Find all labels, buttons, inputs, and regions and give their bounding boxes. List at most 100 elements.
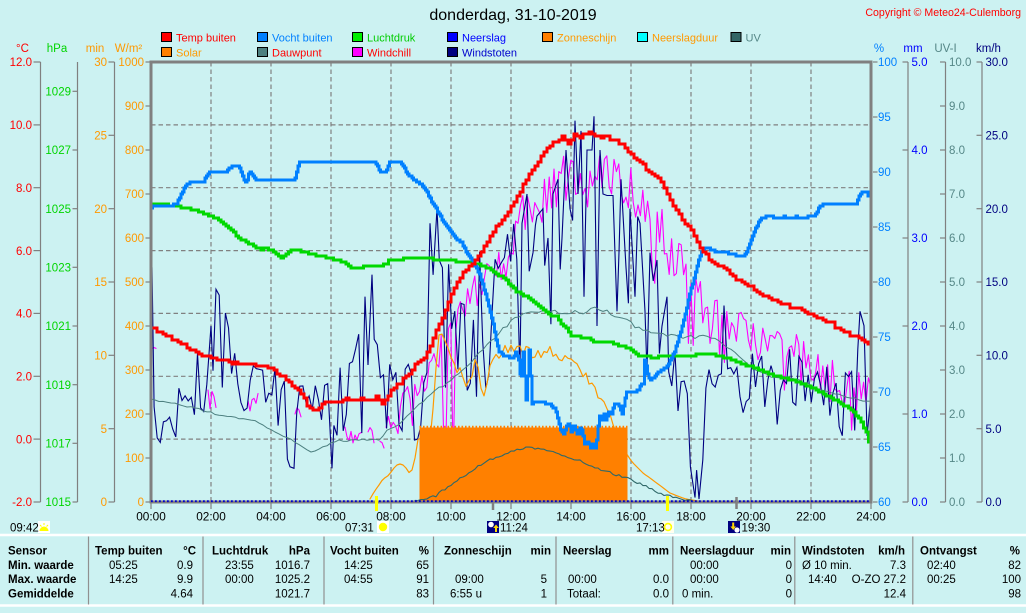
- svg-text:300: 300: [125, 365, 144, 377]
- svg-text:Ø 10 min.: Ø 10 min.: [802, 560, 852, 572]
- svg-text:20:00: 20:00: [736, 510, 766, 524]
- svg-text:100: 100: [125, 453, 144, 465]
- svg-text:500: 500: [125, 277, 144, 289]
- svg-text:1025.2: 1025.2: [275, 574, 310, 586]
- svg-text:4.0: 4.0: [912, 145, 928, 157]
- svg-text:05:25: 05:25: [109, 560, 138, 572]
- svg-text:UV-I: UV-I: [934, 43, 956, 55]
- svg-text:4.64: 4.64: [171, 588, 194, 600]
- svg-text:00:00: 00:00: [690, 560, 719, 572]
- svg-text:82: 82: [1008, 560, 1021, 572]
- svg-text:0.9: 0.9: [177, 560, 193, 572]
- svg-text:24:00: 24:00: [856, 510, 886, 524]
- svg-text:400: 400: [125, 321, 144, 333]
- svg-text:20: 20: [94, 204, 107, 216]
- svg-text:2.0: 2.0: [912, 321, 928, 333]
- svg-text:1015: 1015: [45, 497, 71, 509]
- svg-text:22:00: 22:00: [796, 510, 826, 524]
- svg-text:14:25: 14:25: [344, 560, 373, 572]
- svg-text:14:25: 14:25: [109, 574, 138, 586]
- svg-text:Windstoten: Windstoten: [802, 546, 865, 558]
- svg-text:5: 5: [101, 424, 107, 436]
- svg-text:Luchtdruk: Luchtdruk: [212, 546, 269, 558]
- svg-text:23:55: 23:55: [225, 560, 254, 572]
- svg-text:-2.0: -2.0: [12, 497, 32, 509]
- svg-text:min: min: [771, 546, 791, 558]
- svg-text:10.0: 10.0: [10, 120, 32, 132]
- svg-text:80: 80: [878, 277, 891, 289]
- svg-text:9.0: 9.0: [949, 101, 965, 113]
- svg-text:70: 70: [878, 387, 891, 399]
- svg-text:83: 83: [416, 588, 429, 600]
- svg-text:00:00: 00:00: [136, 510, 166, 524]
- svg-text:8.0: 8.0: [949, 145, 965, 157]
- svg-text:25.0: 25.0: [986, 131, 1008, 143]
- svg-text:°C: °C: [183, 546, 196, 558]
- svg-text:Gemiddelde: Gemiddelde: [8, 588, 74, 600]
- svg-text:2.0: 2.0: [949, 409, 965, 421]
- svg-text:30.0: 30.0: [986, 57, 1008, 69]
- svg-text:Vocht buiten: Vocht buiten: [330, 546, 399, 558]
- svg-text:5.0: 5.0: [986, 424, 1002, 436]
- svg-text:65: 65: [416, 560, 429, 572]
- svg-text:16:00: 16:00: [616, 510, 646, 524]
- svg-text:1.0: 1.0: [949, 453, 965, 465]
- svg-text:mm: mm: [903, 43, 922, 55]
- svg-text:10: 10: [94, 351, 107, 363]
- svg-text:0.0: 0.0: [949, 497, 965, 509]
- svg-text:%: %: [1010, 546, 1020, 558]
- svg-text:hPa: hPa: [47, 43, 68, 55]
- svg-text:02:40: 02:40: [927, 560, 956, 572]
- svg-text:1016.7: 1016.7: [275, 560, 310, 572]
- svg-text:O-ZO 27.2: O-ZO 27.2: [852, 574, 906, 586]
- svg-text:km/h: km/h: [976, 43, 1001, 55]
- svg-text:0.0: 0.0: [653, 574, 669, 586]
- svg-text:0.0: 0.0: [16, 434, 32, 446]
- svg-text:900: 900: [125, 101, 144, 113]
- svg-text:0: 0: [138, 497, 144, 509]
- svg-text:75: 75: [878, 332, 891, 344]
- svg-text:Totaal:: Totaal:: [567, 588, 601, 600]
- svg-text:20.0: 20.0: [986, 204, 1008, 216]
- svg-text:02:00: 02:00: [196, 510, 226, 524]
- svg-text:09:00: 09:00: [455, 574, 484, 586]
- svg-text:UV: UV: [746, 33, 762, 45]
- svg-text:0.0: 0.0: [986, 497, 1002, 509]
- svg-text:Dauwpunt: Dauwpunt: [272, 48, 322, 60]
- svg-text:14:00: 14:00: [556, 510, 586, 524]
- svg-text:%: %: [419, 546, 429, 558]
- svg-text:0 min.: 0 min.: [682, 588, 713, 600]
- svg-text:5.0: 5.0: [949, 277, 965, 289]
- svg-text:06:00: 06:00: [316, 510, 346, 524]
- svg-text:65: 65: [878, 442, 891, 454]
- svg-text:100: 100: [878, 57, 897, 69]
- svg-text:0: 0: [786, 560, 792, 572]
- svg-text:10.0: 10.0: [949, 57, 971, 69]
- svg-text:7.0: 7.0: [949, 189, 965, 201]
- svg-text:12:00: 12:00: [496, 510, 526, 524]
- svg-text:Temp buiten: Temp buiten: [95, 546, 163, 558]
- svg-text:1025: 1025: [45, 204, 71, 216]
- svg-text:%: %: [874, 43, 884, 55]
- svg-text:donderdag, 31-10-2019: donderdag, 31-10-2019: [429, 7, 596, 24]
- svg-text:10.0: 10.0: [986, 351, 1008, 363]
- svg-text:85: 85: [878, 222, 891, 234]
- svg-text:0.0: 0.0: [653, 588, 669, 600]
- svg-text:09:42: 09:42: [10, 523, 39, 535]
- svg-text:1021.7: 1021.7: [275, 588, 310, 600]
- svg-text:0: 0: [101, 497, 107, 509]
- svg-text:00:00: 00:00: [690, 574, 719, 586]
- svg-text:1029: 1029: [45, 87, 71, 99]
- svg-text:hPa: hPa: [289, 546, 311, 558]
- svg-text:00:25: 00:25: [927, 574, 956, 586]
- svg-text:17:13: 17:13: [636, 523, 665, 535]
- svg-text:0: 0: [786, 588, 792, 600]
- svg-text:8.0: 8.0: [16, 183, 32, 195]
- svg-text:min: min: [86, 43, 105, 55]
- svg-text:Vocht buiten: Vocht buiten: [272, 33, 333, 45]
- svg-text:07:31: 07:31: [345, 523, 374, 535]
- svg-text:Solar: Solar: [176, 48, 202, 60]
- svg-text:15.0: 15.0: [986, 277, 1008, 289]
- svg-text:1021: 1021: [45, 321, 71, 333]
- svg-text:W/m²: W/m²: [115, 43, 143, 55]
